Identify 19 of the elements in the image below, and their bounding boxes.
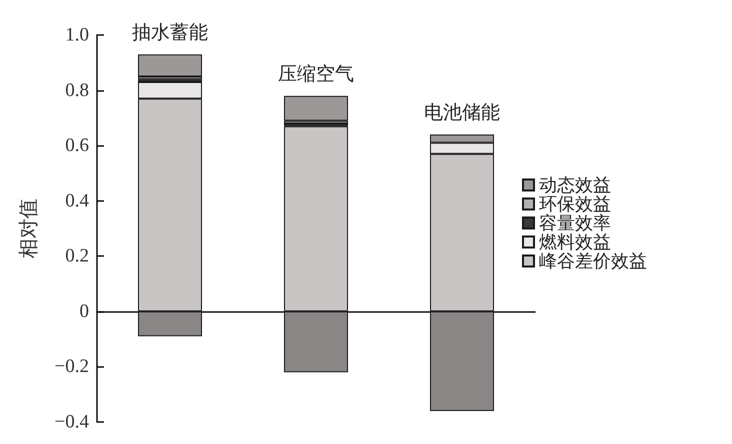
legend-label: 燃料效益 <box>539 232 611 252</box>
x-tick-label: 压缩空气 <box>278 62 354 85</box>
y-tick-label: 0.2 <box>65 246 89 267</box>
x-tick-label: 电池储能 <box>424 102 500 124</box>
bar <box>138 54 202 76</box>
legend-label: 峰谷差价效益 <box>539 251 647 271</box>
bar <box>284 96 348 121</box>
y-tick-label: 1.0 <box>65 24 89 46</box>
y-tick-label: 0.4 <box>65 190 90 212</box>
legend-label: 动态效益 <box>539 175 611 195</box>
x-tick-label: 抽水蓄能 <box>132 22 208 44</box>
y-tick-label: −0.2 <box>54 356 89 378</box>
y-tick-label: 0.8 <box>65 80 89 101</box>
y-tick-label: 0 <box>80 300 89 322</box>
y-tick-label: 0.6 <box>65 135 89 156</box>
y-tick-label: −0.4 <box>54 412 90 432</box>
y-axis-title: 相对值 <box>18 198 40 258</box>
legend-label: 容量效率 <box>539 213 611 233</box>
legend-label: 环保效益 <box>539 194 611 214</box>
